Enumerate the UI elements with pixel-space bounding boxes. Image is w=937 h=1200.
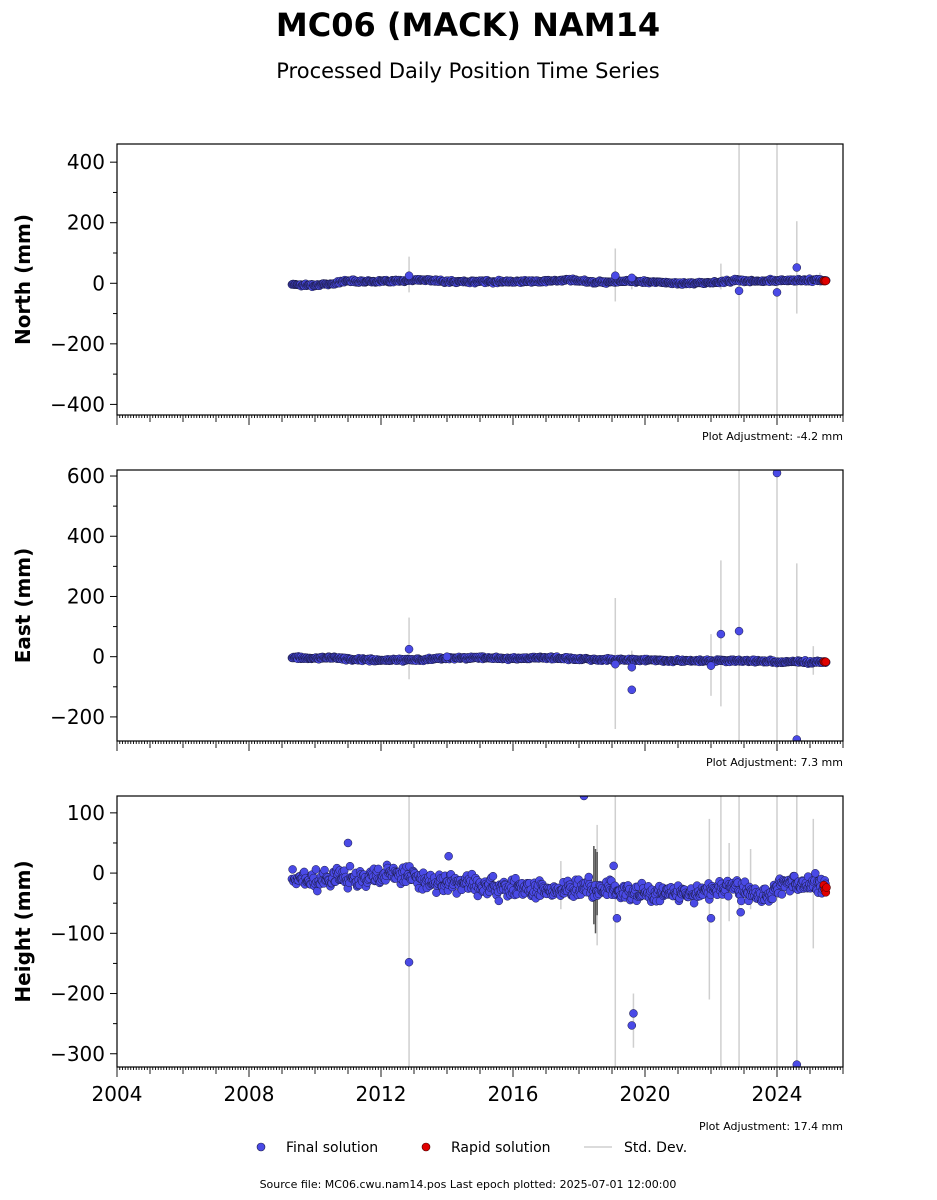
final-outlier-point bbox=[734, 286, 744, 296]
final-point bbox=[811, 869, 820, 878]
final-point bbox=[432, 888, 441, 897]
final-outlier-point bbox=[627, 685, 637, 695]
final-point bbox=[494, 896, 504, 906]
final-outlier-point bbox=[444, 851, 453, 861]
y-tick-label: −100 bbox=[50, 921, 105, 945]
chart-title: MC06 (MACK) NAM14 bbox=[276, 6, 660, 44]
legend-std-label: Std. Dev. bbox=[624, 1140, 687, 1156]
axes-frame bbox=[116, 469, 844, 742]
plot-adjustment-note: Plot Adjustment: 17.4 mm bbox=[699, 1120, 843, 1133]
rapid-point bbox=[821, 276, 831, 286]
height-panel: 2004 2008 2012 2016 2020 2024 100 0 −100 −200 −300… bbox=[11, 795, 844, 1133]
final-point bbox=[723, 891, 733, 901]
y-tick-label: 0 bbox=[92, 271, 105, 295]
y-tick-label: 600 bbox=[67, 464, 105, 488]
final-outlier-point bbox=[734, 626, 744, 636]
legend-rapid-label: Rapid solution bbox=[451, 1140, 551, 1156]
final-outlier-point bbox=[627, 1021, 637, 1030]
y-tick-label: −200 bbox=[50, 332, 105, 356]
y-tick-label: −200 bbox=[50, 982, 105, 1006]
x-tick-label: 2012 bbox=[356, 1082, 407, 1106]
x-tick-label: 2004 bbox=[92, 1082, 143, 1106]
source-note: Source file: MC06.cwu.nam14.pos Last epo… bbox=[260, 1178, 677, 1191]
final-point bbox=[777, 890, 787, 899]
y-tick-label: 200 bbox=[67, 211, 105, 235]
final-outlier-point bbox=[442, 652, 452, 661]
final-outlier-point bbox=[792, 263, 802, 272]
y-tick-label: 200 bbox=[67, 584, 105, 608]
plot-area bbox=[287, 144, 831, 415]
y-tick-label: 0 bbox=[92, 861, 105, 885]
final-outlier-point bbox=[627, 273, 637, 283]
final-point bbox=[689, 898, 699, 908]
plot-adjustment-note: Plot Adjustment: -4.2 mm bbox=[702, 430, 843, 443]
legend-final-label: Final solution bbox=[286, 1140, 378, 1156]
legend-rapid-marker bbox=[421, 1142, 431, 1152]
final-outlier-point bbox=[612, 914, 622, 923]
final-point bbox=[488, 871, 498, 881]
north-panel: 400 200 0 −200 −400 North (mm) Plot Adjustment… bbox=[11, 143, 844, 443]
final-outlier-point bbox=[772, 470, 782, 478]
final-point bbox=[288, 865, 297, 874]
final-outlier-point bbox=[716, 629, 726, 639]
y-tick-label: −400 bbox=[50, 392, 105, 416]
legend: Final solution Rapid solution Std. Dev. bbox=[256, 1140, 687, 1156]
final-outlier-point bbox=[343, 838, 353, 848]
legend-final-marker bbox=[256, 1142, 266, 1152]
final-outlier-point bbox=[627, 662, 637, 672]
y-axis-label: North (mm) bbox=[11, 214, 35, 345]
final-outlier-point bbox=[706, 914, 716, 923]
plot-area bbox=[287, 796, 831, 1067]
final-outlier-point bbox=[579, 796, 589, 801]
final-outlier-point bbox=[792, 735, 802, 741]
x-tick-label: 2020 bbox=[620, 1082, 671, 1106]
final-point bbox=[737, 896, 746, 906]
y-tick-label: 100 bbox=[67, 801, 105, 825]
y-axis-label: Height (mm) bbox=[11, 860, 35, 1002]
final-outlier-point bbox=[629, 1009, 638, 1018]
east-panel: 600 400 200 0 −200 East (mm) Plot Adjustment: … bbox=[11, 464, 844, 769]
final-outlier-point bbox=[404, 271, 414, 280]
plot-area bbox=[287, 470, 831, 741]
x-tick-label: 2024 bbox=[752, 1082, 803, 1106]
rapid-point bbox=[821, 657, 831, 667]
final-outlier-point bbox=[706, 661, 716, 670]
y-axis-label: East (mm) bbox=[11, 548, 35, 664]
y-tick-label: 0 bbox=[92, 645, 105, 669]
y-tick-label: 400 bbox=[67, 524, 105, 548]
chart-subtitle: Processed Daily Position Time Series bbox=[276, 59, 660, 83]
y-tick-label: −200 bbox=[50, 705, 105, 729]
axes-frame bbox=[116, 795, 844, 1068]
final-point bbox=[311, 865, 321, 874]
plot-adjustment-note: Plot Adjustment: 7.3 mm bbox=[706, 756, 843, 769]
final-point bbox=[584, 872, 594, 882]
final-point bbox=[345, 861, 355, 871]
final-outlier-point bbox=[404, 644, 414, 654]
final-outlier-point bbox=[611, 271, 620, 280]
final-point bbox=[768, 894, 777, 904]
final-outlier-point bbox=[611, 659, 620, 669]
final-outlier-point bbox=[736, 907, 745, 917]
final-outlier-point bbox=[792, 1060, 802, 1067]
x-tick-label: 2008 bbox=[224, 1082, 275, 1106]
y-tick-label: 400 bbox=[67, 150, 105, 174]
final-outlier-point bbox=[772, 288, 782, 297]
x-tick-label: 2016 bbox=[488, 1082, 539, 1106]
final-outlier-point bbox=[404, 957, 414, 967]
rapid-point bbox=[822, 883, 831, 892]
y-tick-label: −300 bbox=[50, 1042, 105, 1066]
final-outlier-point bbox=[609, 861, 618, 871]
